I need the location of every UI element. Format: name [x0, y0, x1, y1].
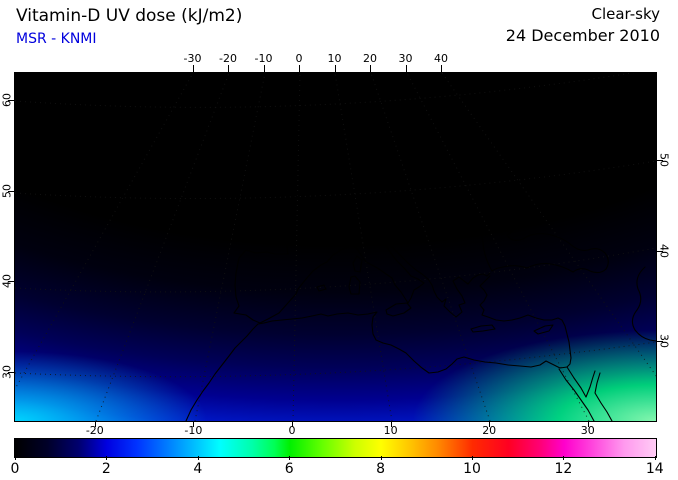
top-axis-tick-mark — [370, 65, 371, 72]
source-label: MSR - KNMI — [16, 31, 97, 47]
top-axis-tick-label: 10 — [327, 52, 342, 65]
coastline-corsica — [352, 255, 363, 273]
bottom-axis-tick-mark — [489, 421, 491, 427]
colorbar-tick-mark — [563, 456, 565, 460]
colorbar-tick-mark — [380, 456, 382, 460]
top-axis-tick-label: 20 — [363, 52, 377, 65]
bottom-axis-tick-label: -20 — [85, 424, 104, 437]
right-axis-tick-mark — [657, 250, 663, 252]
coastline-red-sea — [558, 366, 613, 421]
top-axis-tick-mark — [228, 65, 229, 72]
coastline-black-sea — [475, 218, 609, 274]
colorbar-tick-label: 10 — [463, 461, 481, 477]
bottom-axis-tick-label: -10 — [184, 424, 203, 437]
colorbar-tick-label: 4 — [193, 461, 203, 477]
coastline-sardinia — [348, 275, 361, 295]
top-axis-tick-mark — [299, 65, 300, 72]
bottom-axis-tick-mark — [292, 421, 293, 427]
top-axis-tick-mark — [263, 65, 265, 72]
colorbar-tick-label: 14 — [645, 461, 664, 477]
colorbar-tick-label: 0 — [10, 461, 20, 477]
top-axis-tick-label: 30 — [398, 52, 413, 65]
top-axis-tick-mark — [405, 65, 407, 72]
coastline-sicily — [385, 302, 412, 317]
top-axis-tick-mark — [192, 65, 194, 72]
coastline-cyprus — [533, 324, 554, 335]
bottom-axis-tick-label: 10 — [383, 424, 398, 437]
left-axis-tick-mark — [8, 190, 14, 192]
colorbar-tick-mark — [197, 456, 199, 460]
coastline-mallorca — [316, 284, 327, 292]
bottom-axis-tick-label: 20 — [482, 424, 497, 437]
coastline-caspian — [631, 266, 656, 342]
colorbar-tick-label: 6 — [284, 461, 294, 477]
colorbar-tick-mark — [289, 456, 291, 460]
colorbar-tick-mark — [654, 456, 656, 460]
bottom-axis-tick-mark — [94, 421, 96, 427]
left-axis-tick-mark — [8, 281, 14, 283]
top-axis-tick-label: -30 — [183, 52, 202, 65]
coastlines — [185, 168, 656, 421]
bottom-axis-tick-mark — [193, 421, 195, 427]
coastline-europe — [233, 168, 491, 324]
coastline-crete — [470, 324, 496, 333]
bottom-axis-tick-label: 30 — [580, 424, 595, 437]
colorbar-tick-mark — [106, 456, 108, 460]
left-axis-tick-mark — [8, 372, 14, 374]
left-axis-tick-mark — [8, 100, 14, 101]
top-axis-tick-label: 0 — [295, 52, 303, 65]
colorbar — [14, 438, 657, 458]
sky-condition-label: Clear-sky — [591, 5, 660, 23]
top-axis-tick-label: -20 — [219, 52, 237, 65]
graticule-lines — [15, 73, 656, 421]
top-axis-tick-label: -10 — [254, 52, 273, 65]
right-axis-tick-mark — [657, 160, 663, 161]
colorbar-tick-label: 8 — [376, 461, 386, 477]
map-canvas — [14, 72, 657, 422]
coastline-africa-levant — [185, 275, 572, 421]
top-axis-tick-label: 40 — [434, 52, 448, 65]
page-title: Vitamin-D UV dose (kJ/m2) — [16, 6, 243, 26]
colorbar-tick-label: 2 — [101, 461, 111, 477]
top-axis-tick-mark — [441, 65, 442, 72]
right-axis-tick-mark — [657, 341, 663, 342]
colorbar-tick-mark — [15, 456, 16, 460]
bottom-axis-tick-mark — [587, 421, 589, 427]
date-label: 24 December 2010 — [505, 26, 660, 45]
top-axis-tick-mark — [334, 65, 336, 72]
bottom-axis-tick-mark — [390, 421, 392, 427]
colorbar-tick-label: 12 — [554, 461, 573, 477]
bottom-axis-tick-label: 0 — [288, 424, 296, 437]
map-overlay — [15, 73, 656, 421]
colorbar-tick-mark — [472, 456, 473, 460]
